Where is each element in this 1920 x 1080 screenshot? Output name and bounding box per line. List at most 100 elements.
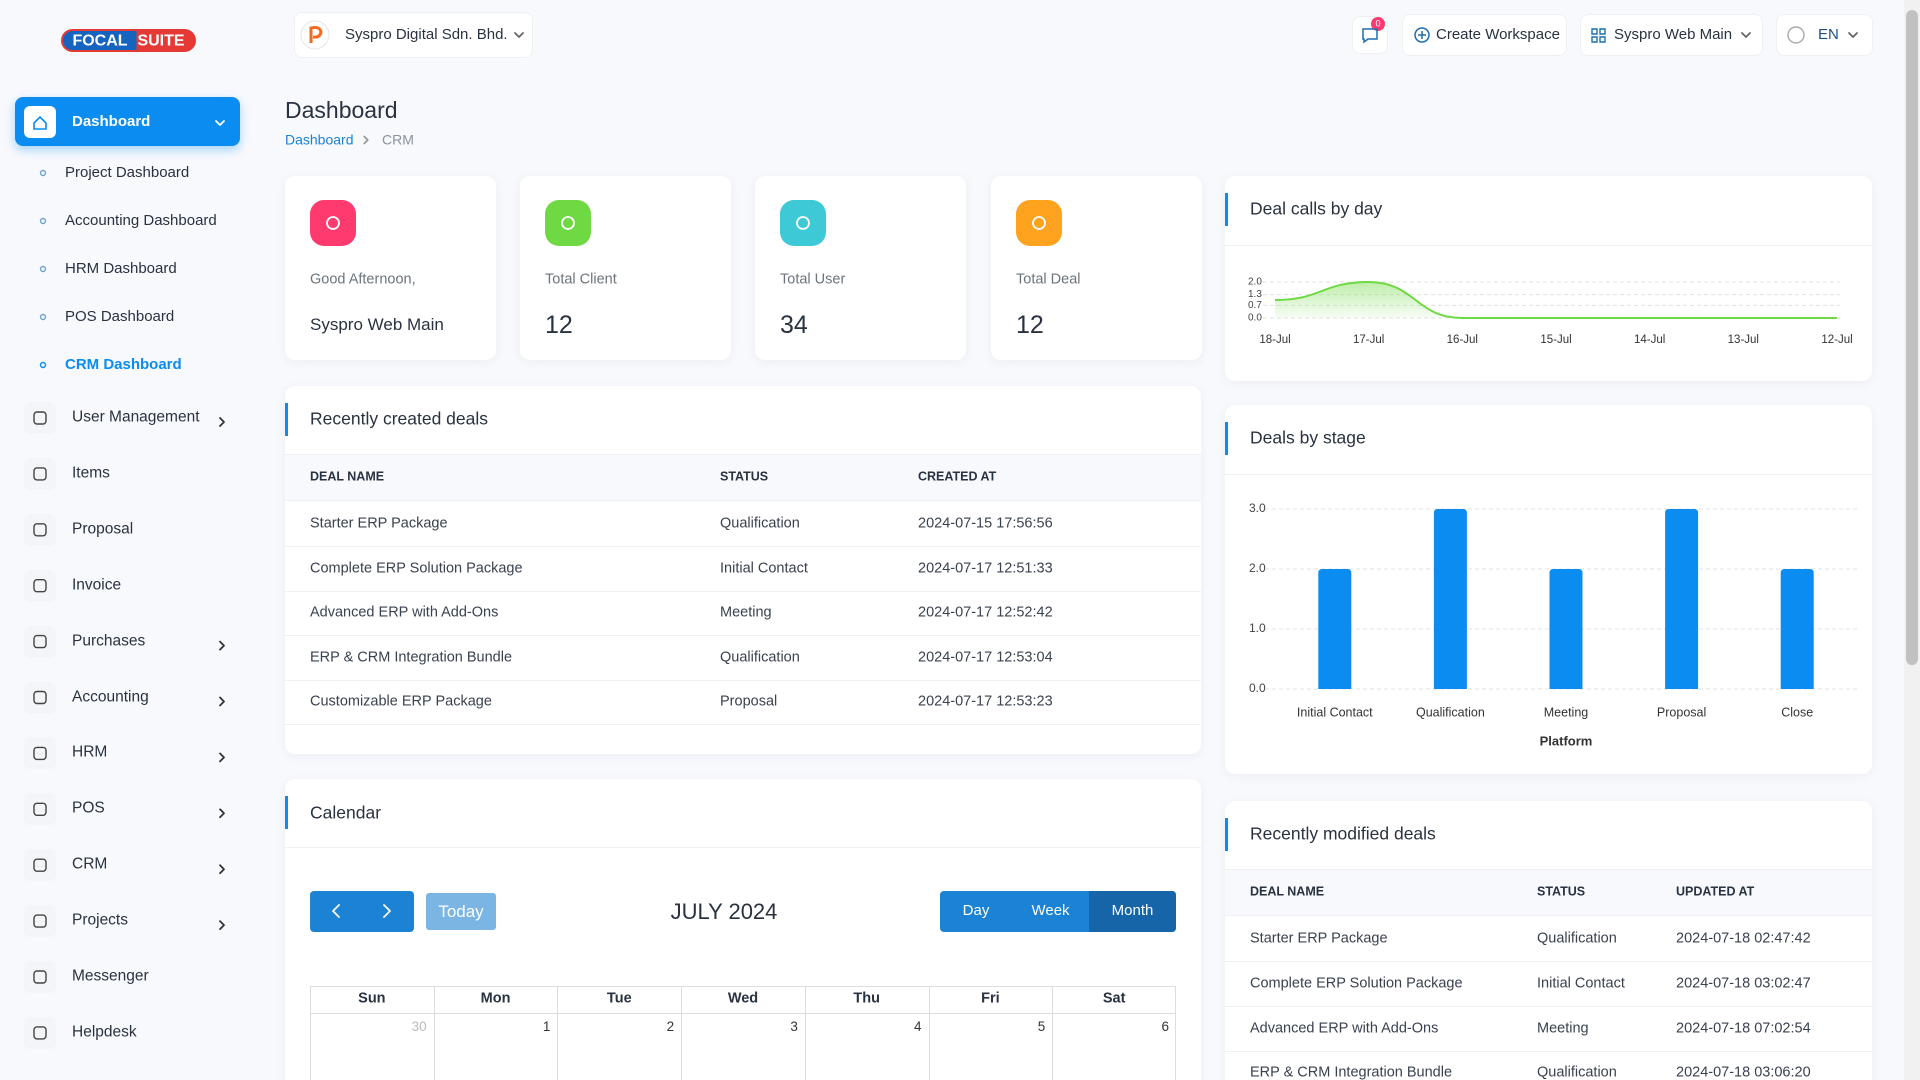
company-name[interactable]: Syspro Digital Sdn. Bhd. xyxy=(345,26,508,43)
submenu-bullet xyxy=(39,361,47,369)
calendar-month: JULY 2024 xyxy=(670,898,778,924)
table-header-row xyxy=(285,454,1201,501)
table-cell: Initial Contact xyxy=(720,559,808,576)
menu-label[interactable]: Dashboard xyxy=(72,113,151,130)
card-title: Recently created deals xyxy=(310,408,489,429)
table-cell: Meeting xyxy=(720,604,772,621)
menu-icon xyxy=(24,106,56,138)
chart-card xyxy=(1225,405,1872,774)
stat-label: Total Client xyxy=(545,271,617,288)
menu-label[interactable]: User Management xyxy=(72,408,200,426)
calendar-day[interactable]: 30 xyxy=(411,1018,427,1034)
workspace-name[interactable]: Syspro Web Main xyxy=(1614,26,1733,43)
prev-button[interactable] xyxy=(310,891,362,932)
table-cell: Starter ERP Package xyxy=(310,515,448,532)
menu-label[interactable]: CRM xyxy=(72,855,108,873)
menu-label[interactable]: Accounting xyxy=(72,688,149,706)
card-title: Calendar xyxy=(310,802,382,823)
menu-icon xyxy=(24,625,56,658)
submenu-label[interactable]: HRM Dashboard xyxy=(65,260,177,277)
stat-value: 12 xyxy=(1016,311,1044,339)
table-cell: Advanced ERP with Add-Ons xyxy=(1250,1019,1439,1036)
card-divider xyxy=(1225,474,1872,475)
submenu-label[interactable]: Project Dashboard xyxy=(65,164,190,181)
calendar-day[interactable]: 1 xyxy=(542,1018,551,1034)
weekday: Tue xyxy=(606,990,632,1007)
table-cell: Complete ERP Solution Package xyxy=(310,559,523,576)
column-header: DEAL NAME xyxy=(310,469,385,484)
chevron-icon xyxy=(219,417,225,427)
menu-label[interactable]: Purchases xyxy=(72,632,146,650)
stat-label: Total Deal xyxy=(1016,271,1081,288)
menu-icon xyxy=(24,513,56,546)
workspace-selector[interactable] xyxy=(1580,14,1763,56)
chevron-icon xyxy=(219,752,225,763)
card-title: Deals by stage xyxy=(1250,427,1366,448)
calendar-day[interactable]: 4 xyxy=(914,1018,922,1034)
column-header: UPDATED AT xyxy=(1676,884,1755,899)
submenu-label[interactable]: CRM Dashboard xyxy=(65,356,182,373)
stat-label: Good Afternoon, xyxy=(310,271,416,288)
breadcrumb-link[interactable]: Dashboard xyxy=(285,131,354,148)
table-cell: 2024-07-17 12:51:33 xyxy=(918,559,1053,576)
column-header: DEAL NAME xyxy=(1250,884,1325,899)
menu-label[interactable]: Projects xyxy=(72,911,128,929)
submenu-label[interactable]: POS Dashboard xyxy=(65,308,175,325)
menu-label[interactable]: Proposal xyxy=(72,520,134,538)
table-cell: Advanced ERP with Add-Ons xyxy=(310,604,499,621)
row-divider xyxy=(1225,961,1872,963)
view-button[interactable]: Day xyxy=(962,902,990,919)
chevron-icon xyxy=(219,808,225,819)
menu-label[interactable]: Messenger xyxy=(72,967,149,985)
table-cell: 2024-07-18 07:02:54 xyxy=(1676,1019,1811,1036)
card-divider xyxy=(285,847,1201,848)
breadcrumb-current: CRM xyxy=(382,131,414,148)
view-button[interactable]: Month xyxy=(1111,902,1154,919)
language-label[interactable]: EN xyxy=(1818,26,1839,43)
table-cell: Qualification xyxy=(720,515,800,532)
table-cell: Complete ERP Solution Package xyxy=(1250,975,1463,992)
table-cell: 2024-07-18 03:02:47 xyxy=(1676,975,1811,992)
scrollbar-thumb[interactable] xyxy=(1906,10,1918,665)
calendar-day[interactable]: 5 xyxy=(1037,1018,1046,1034)
calendar-col-line xyxy=(804,986,806,1080)
submenu-label[interactable]: Accounting Dashboard xyxy=(65,212,217,229)
calendar-day[interactable]: 2 xyxy=(666,1018,675,1034)
row-divider xyxy=(285,546,1201,548)
stat-icon xyxy=(545,200,591,246)
menu-label[interactable]: POS xyxy=(72,800,105,817)
row-divider xyxy=(1225,1006,1872,1008)
table-cell: Qualification xyxy=(1537,1064,1617,1080)
menu-label[interactable]: Invoice xyxy=(72,576,122,594)
menu-label[interactable]: Helpdesk xyxy=(72,1023,137,1041)
weekday: Sun xyxy=(358,990,386,1007)
view-button[interactable]: Week xyxy=(1031,902,1070,919)
stat-icon xyxy=(1016,200,1062,246)
weekday: Mon xyxy=(480,990,511,1007)
chevron-icon xyxy=(219,696,225,707)
menu-label[interactable]: Items xyxy=(72,464,110,482)
table-cell: Starter ERP Package xyxy=(1250,930,1388,947)
row-divider xyxy=(285,679,1201,681)
row-divider xyxy=(285,724,1201,726)
menu-label[interactable]: HRM xyxy=(72,744,108,762)
page-title: Dashboard xyxy=(285,97,398,124)
calendar-col-line xyxy=(928,986,930,1080)
menu-icon xyxy=(24,402,56,434)
create-workspace-label[interactable]: Create Workspace xyxy=(1436,26,1560,43)
calendar-day[interactable]: 3 xyxy=(790,1018,798,1034)
today-label[interactable]: Today xyxy=(438,901,484,921)
today-button[interactable] xyxy=(426,893,496,930)
next-button[interactable] xyxy=(362,891,414,932)
stat-value: 34 xyxy=(780,311,808,339)
company-selector[interactable] xyxy=(294,12,533,58)
chevron-icon xyxy=(219,920,225,930)
menu-icon xyxy=(24,681,56,714)
table-cell: ERP & CRM Integration Bundle xyxy=(1250,1064,1453,1080)
calendar-day[interactable]: 6 xyxy=(1161,1018,1169,1034)
card-title: Recently modified deals xyxy=(1250,823,1436,844)
row-divider xyxy=(1225,1051,1872,1052)
table-cell: 2024-07-18 03:06:20 xyxy=(1676,1064,1811,1080)
notification-badge xyxy=(1371,17,1385,31)
